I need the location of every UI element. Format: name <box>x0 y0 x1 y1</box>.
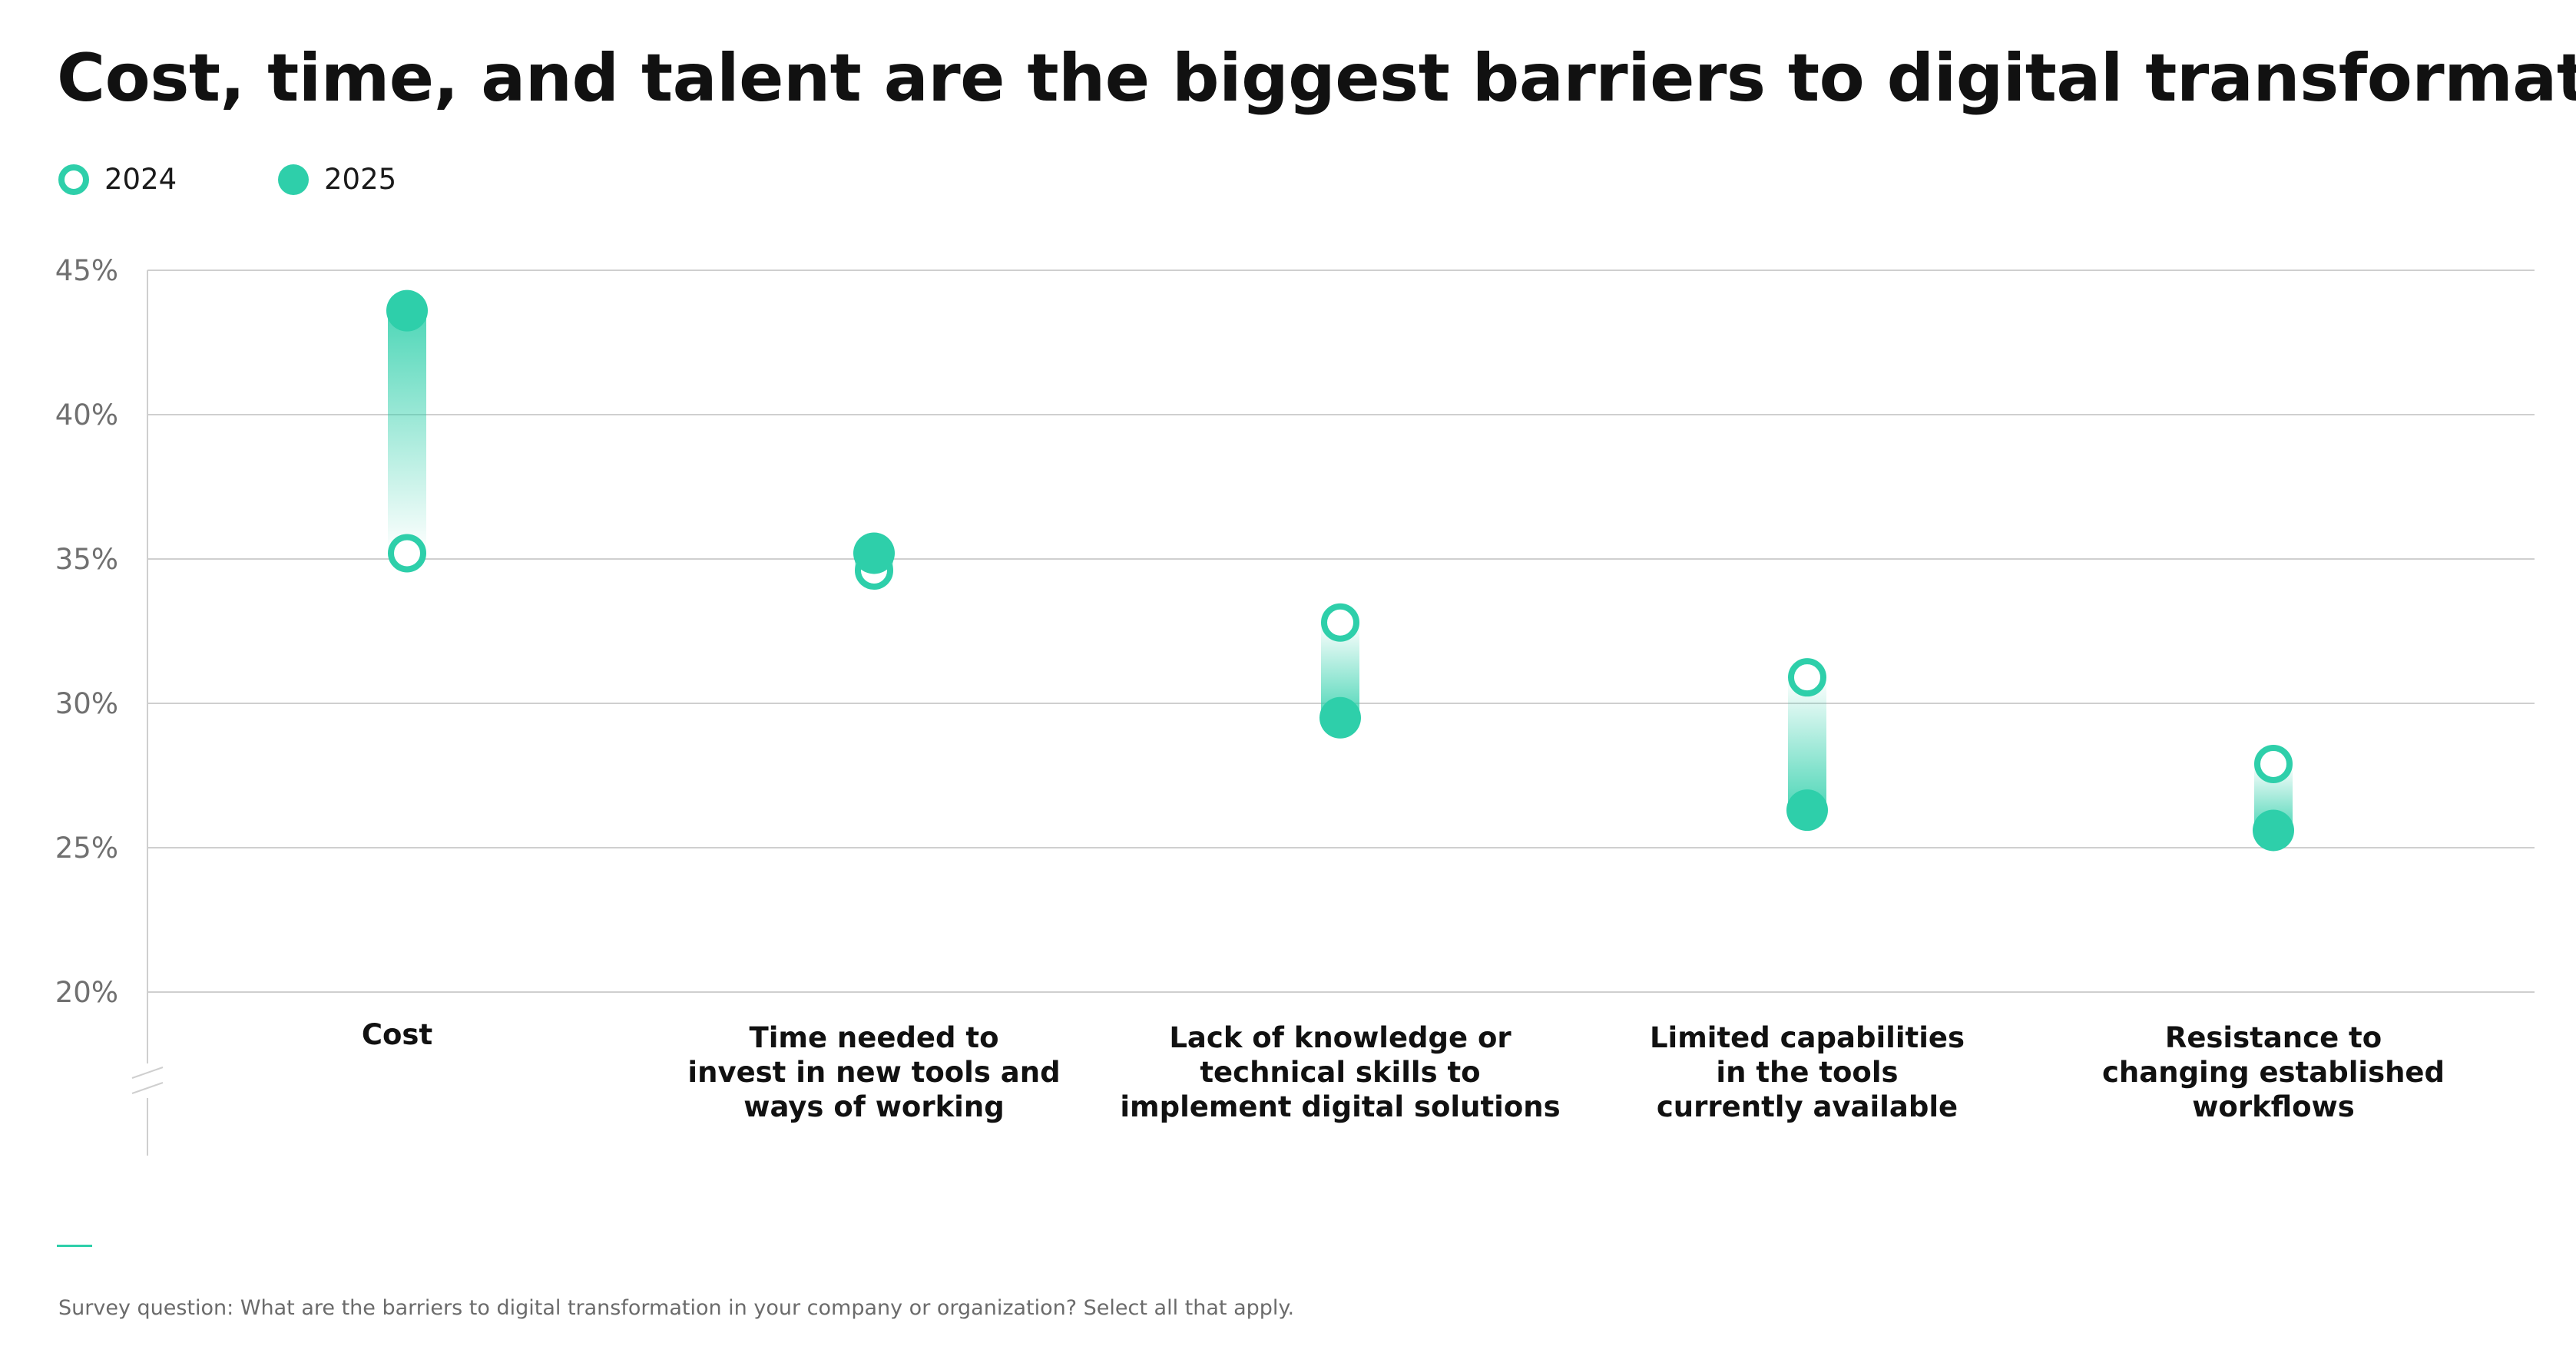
footer-divider <box>57 1245 92 1247</box>
x-category-label-line: ways of working <box>743 1090 1004 1123</box>
x-category-label-line: Time needed to <box>749 1021 998 1054</box>
x-category-label: Time needed to invest in new tools and way… <box>687 1021 1060 1123</box>
legend-item-2025: 2025 <box>278 163 396 196</box>
x-category-label-line: Cost <box>362 1018 432 1051</box>
y-tick-label: 20% <box>55 976 118 1009</box>
x-category-label-line: workflows <box>2192 1090 2355 1123</box>
y-tick-label: 25% <box>55 832 118 865</box>
dumbbell-chart: 20% 25% 30% 35% 40% 45% Cost Time needed to inve… <box>55 254 2535 1156</box>
connector-bar <box>1788 677 1826 811</box>
point-2025 <box>853 532 895 574</box>
point-2025 <box>386 289 428 332</box>
axis-break-mark <box>131 1082 164 1094</box>
y-tick-label: 30% <box>55 687 118 720</box>
x-category-label: Resistance to changing established workflo… <box>2102 1021 2445 1123</box>
survey-question-note: Survey question: What are the barriers t… <box>58 1296 1295 1320</box>
chart-title: Cost, time, and talent are the biggest b… <box>57 40 2576 117</box>
x-category-label-line: currently available <box>1657 1090 1958 1123</box>
point-2024 <box>1788 658 1826 697</box>
x-category-label-line: invest in new tools and <box>687 1056 1060 1089</box>
connector-bar <box>388 310 426 554</box>
point-2024 <box>388 534 426 573</box>
y-tick-label: 45% <box>55 254 118 287</box>
x-category-label: Lack of knowledge or technical skills to i… <box>1120 1021 1560 1123</box>
x-category-label-line: implement digital solutions <box>1120 1090 1560 1123</box>
x-category-label-line: Resistance to <box>2165 1021 2382 1054</box>
legend-item-2024: 2024 <box>58 163 177 196</box>
point-2025 <box>1786 789 1828 832</box>
x-category-label: Limited capabilities in the tools currentl… <box>1650 1021 1965 1123</box>
point-2025 <box>2253 809 2294 852</box>
axis-break-mark <box>131 1067 164 1079</box>
point-2025 <box>1319 696 1361 739</box>
point-2024 <box>2254 744 2293 783</box>
x-category-label: Cost <box>362 1018 432 1051</box>
x-category-label-line: Limited capabilities <box>1650 1021 1965 1054</box>
y-tick-label: 40% <box>55 399 118 432</box>
x-category-label-line: changing established <box>2102 1056 2445 1089</box>
filled-circle-icon <box>278 164 309 195</box>
legend-label-2025: 2025 <box>324 163 397 196</box>
point-2024 <box>1321 603 1359 642</box>
x-category-label-line: Lack of knowledge or <box>1169 1021 1511 1054</box>
hollow-circle-icon <box>58 164 89 195</box>
legend-label-2024: 2024 <box>104 163 177 196</box>
y-tick-label: 35% <box>55 543 118 576</box>
x-category-label-line: technical skills to <box>1200 1056 1480 1089</box>
x-category-label-line: in the tools <box>1716 1056 1898 1089</box>
